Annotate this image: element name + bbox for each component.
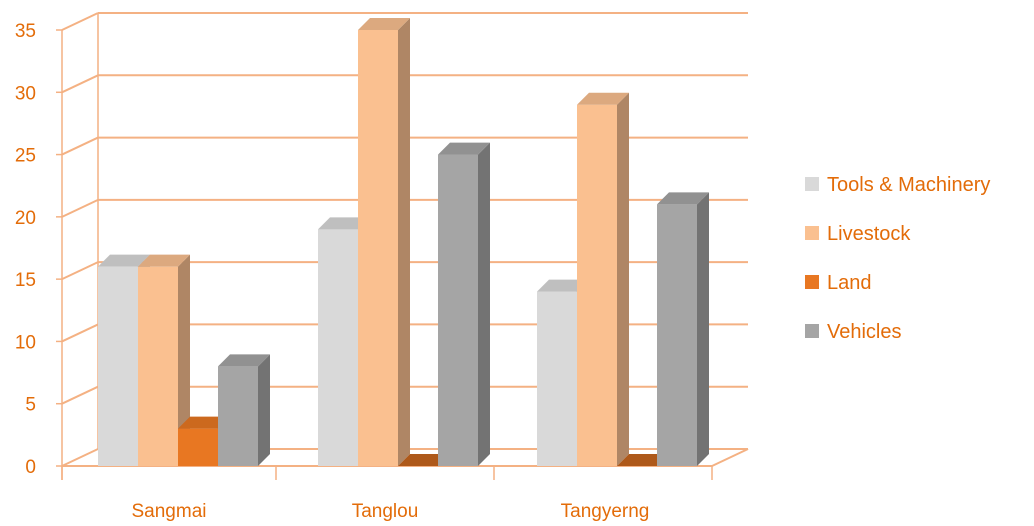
bar-tangyerng-vehicles <box>657 192 709 466</box>
bar-front-face <box>577 104 617 466</box>
bar-top-face <box>358 18 410 30</box>
bar-sangmai-land <box>178 416 230 466</box>
y-tick-label: 30 <box>15 83 36 104</box>
bar-front-face <box>537 291 577 466</box>
gridline-side-5 <box>61 385 99 405</box>
bar-front-face <box>438 154 478 467</box>
y-tick-label: 35 <box>15 21 36 42</box>
bar-sangmai-vehicles <box>218 354 270 466</box>
legend-label: Tools & Machinery <box>827 174 990 196</box>
bar-tanglou-land <box>398 454 450 466</box>
bar-top-face <box>178 416 230 429</box>
legend: Tools & Machinery Livestock Land Vehicles <box>805 174 990 343</box>
legend-swatch <box>805 177 819 191</box>
y-tick-label: 25 <box>15 146 36 167</box>
bar-tangyerng-livestock <box>577 92 629 466</box>
bar-front-face <box>218 366 258 466</box>
gridline-side-25 <box>61 136 99 156</box>
legend-swatch <box>805 275 819 289</box>
y-tick-label: 20 <box>15 208 36 229</box>
legend-swatch <box>805 324 819 338</box>
x-category-label: Tangyerng <box>561 501 650 522</box>
bar-front-face <box>138 266 178 466</box>
bar-side-face <box>697 192 709 466</box>
bars <box>98 18 709 467</box>
gridline-side-35 <box>61 12 99 31</box>
bar-front-face <box>318 229 358 466</box>
legend-swatch <box>805 226 819 240</box>
bar-side-face <box>178 254 190 466</box>
bar-side-face <box>617 92 629 466</box>
bar-front-face <box>657 204 697 466</box>
gridline-side-10 <box>61 323 99 343</box>
bar-top-face <box>218 354 270 367</box>
gridline-side-20 <box>61 198 99 218</box>
gridline-side-15 <box>61 261 99 281</box>
legend-label: Livestock <box>827 223 911 245</box>
y-tick-label: 15 <box>15 270 36 291</box>
bar-top-face <box>537 279 589 292</box>
bar-side-face <box>258 354 270 466</box>
bar-top-face <box>617 454 669 466</box>
bar-side-face <box>398 18 410 466</box>
bar-top-face <box>438 142 490 155</box>
bar-top-face <box>577 92 629 105</box>
x-category-label: Sangmai <box>132 501 207 522</box>
bar-tangyerng-land <box>617 454 669 466</box>
bar-tanglou-vehicles <box>438 142 490 467</box>
y-tick-label: 5 <box>25 395 36 416</box>
x-category-labels: Sangmai Tanglou Tangyerng <box>132 501 650 522</box>
gridlines <box>61 12 748 467</box>
gridline-side-30 <box>61 74 99 94</box>
y-tick-label: 10 <box>15 332 36 353</box>
floor-right-edge <box>711 448 749 467</box>
bar-front-face <box>178 428 218 466</box>
bar-side-face <box>478 142 490 467</box>
x-category-label: Tanglou <box>352 501 419 522</box>
bar-top-face <box>398 454 450 466</box>
legend-label: Land <box>827 272 872 294</box>
bar-sangmai-livestock <box>138 254 190 466</box>
legend-label: Vehicles <box>827 321 902 343</box>
bar-front-face <box>358 30 398 466</box>
bar-top-face <box>318 217 370 230</box>
y-tick-labels: 0 5 10 15 20 25 30 35 <box>15 21 36 478</box>
gridline-side-0 <box>61 448 99 467</box>
bar-front-face <box>98 266 138 466</box>
y-tick-label: 0 <box>25 457 36 478</box>
bar-top-face <box>657 192 709 205</box>
bar-tanglou-livestock <box>358 18 410 466</box>
bar-top-face <box>98 254 150 267</box>
bar-top-face <box>138 254 190 267</box>
